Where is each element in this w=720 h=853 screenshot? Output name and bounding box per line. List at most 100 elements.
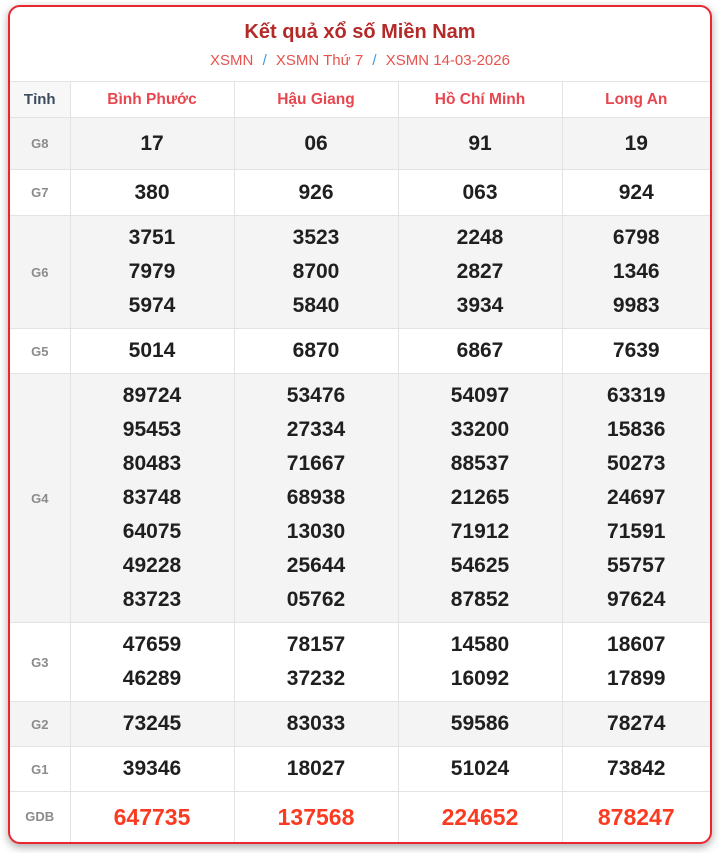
- prize-row-label: G6: [10, 215, 71, 329]
- prize-number: 78274: [607, 712, 666, 735]
- prize-cell: 39346: [69, 746, 235, 792]
- prize-row-g2: G2 73245 83033 59586 78274: [10, 701, 710, 747]
- prize-cell: 78274: [561, 701, 710, 747]
- prize-row-g5: G5 5014 6870 6867 7639: [10, 328, 710, 374]
- page-title: Kết quả xổ số Miền Nam: [244, 21, 476, 43]
- prize-number: 27334: [286, 418, 346, 441]
- prize-number: 95453: [122, 418, 182, 441]
- prize-cell: 17: [69, 117, 235, 170]
- prize-number: 18027: [286, 757, 346, 780]
- prize-number: 83723: [122, 588, 182, 611]
- breadcrumb-link-xsmn-date[interactable]: XSMN 14-03-2026: [385, 52, 510, 69]
- prize-cell: 54097 33200 88537 21265 71912 54625 8785…: [397, 373, 563, 623]
- prize-number: 19: [624, 131, 648, 155]
- prize-row-label: G2: [10, 701, 71, 747]
- prize-number: 5840: [292, 294, 340, 317]
- prize-number: 16092: [450, 667, 510, 690]
- prize-cell: 7639: [561, 328, 710, 374]
- prize-row-g3: G3 47659 46289 78157 37232 14580 16092 1…: [10, 622, 710, 702]
- prize-number: 39346: [122, 757, 182, 780]
- prize-row-g1: G1 39346 18027 51024 73842: [10, 746, 710, 792]
- prize-row-label: G3: [10, 622, 71, 702]
- prize-number: 46289: [122, 667, 182, 690]
- table-header-row: Tỉnh Bình Phước Hậu Giang Hồ Chí Minh Lo…: [10, 81, 710, 118]
- prize-cell: 73245: [69, 701, 235, 747]
- prize-number: 05762: [286, 588, 346, 611]
- prize-cell: 89724 95453 80483 83748 64075 49228 8372…: [69, 373, 235, 623]
- prize-number: 2248: [456, 226, 504, 249]
- results-table: Tỉnh Bình Phước Hậu Giang Hồ Chí Minh Lo…: [10, 81, 710, 842]
- prize-number: 50273: [607, 452, 666, 475]
- prize-number: 47659: [122, 633, 182, 656]
- breadcrumb-link-xsmn[interactable]: XSMN: [210, 52, 254, 69]
- special-prize-number: 878247: [597, 803, 675, 830]
- prize-number: 926: [298, 180, 334, 204]
- prize-number: 14580: [450, 633, 510, 656]
- province-link-binh-phuoc[interactable]: Bình Phước: [107, 90, 197, 108]
- prize-number: 380: [134, 180, 170, 204]
- prize-cell: 5014: [69, 328, 235, 374]
- prize-number: 21265: [450, 486, 510, 509]
- prize-row-g6: G6 3751 7979 5974 3523 8700 5840 2248 28…: [10, 215, 710, 329]
- province-link-ho-chi-minh[interactable]: Hồ Chí Minh: [434, 90, 526, 108]
- prize-cell: 14580 16092: [397, 622, 563, 702]
- prize-row-label: G7: [10, 169, 71, 216]
- prize-number: 55757: [607, 554, 666, 577]
- prize-row-g8: G8 17 06 91 19: [10, 117, 710, 170]
- prize-number: 78157: [286, 633, 346, 656]
- prize-cell: 6798 1346 9983: [561, 215, 710, 329]
- prize-number: 6798: [612, 226, 660, 249]
- prize-row-label: G4: [10, 373, 71, 623]
- prize-cell: 78157 37232: [233, 622, 399, 702]
- province-header-cell: Hậu Giang: [233, 81, 399, 118]
- prize-number: 54625: [450, 554, 510, 577]
- prize-number: 9983: [612, 294, 660, 317]
- prize-row-label: G1: [10, 746, 71, 792]
- prize-number: 1346: [612, 260, 660, 283]
- prize-cell: 06: [233, 117, 399, 170]
- prize-cell: 063: [397, 169, 563, 216]
- province-header-cell: Hồ Chí Minh: [397, 81, 563, 118]
- prize-cell: 224652: [397, 791, 563, 842]
- breadcrumb: XSMN / XSMN Thứ 7 / XSMN 14-03-2026: [10, 52, 710, 70]
- prize-number: 80483: [122, 452, 182, 475]
- prize-number: 25644: [286, 554, 346, 577]
- province-link-long-an[interactable]: Long An: [605, 90, 668, 108]
- province-link-hau-giang[interactable]: Hậu Giang: [277, 90, 355, 108]
- prize-cell: 6870: [233, 328, 399, 374]
- province-header-cell: Long An: [561, 81, 710, 118]
- breadcrumb-separator: /: [372, 52, 377, 69]
- prize-number: 54097: [450, 384, 510, 407]
- special-prize-number: 647735: [113, 803, 191, 830]
- breadcrumb-link-xsmn-thu-7[interactable]: XSMN Thứ 7: [275, 52, 364, 69]
- prize-number: 6867: [456, 339, 504, 362]
- prize-number: 53476: [286, 384, 346, 407]
- prize-cell: 59586: [397, 701, 563, 747]
- prize-number: 7639: [612, 339, 660, 362]
- prize-number: 73842: [607, 757, 666, 780]
- prize-number: 15836: [607, 418, 666, 441]
- prize-number: 7979: [128, 260, 176, 283]
- prize-cell: 63319 15836 50273 24697 71591 55757 9762…: [561, 373, 710, 623]
- prize-number: 37232: [286, 667, 346, 690]
- prize-cell: 137568: [233, 791, 399, 842]
- prize-cell: 19: [561, 117, 710, 170]
- prize-number: 89724: [122, 384, 182, 407]
- prize-row-g7: G7 380 926 063 924: [10, 169, 710, 216]
- prize-number: 91: [468, 131, 492, 155]
- prize-row-label: G5: [10, 328, 71, 374]
- prize-row-label: GDB: [10, 791, 71, 842]
- province-header-cell: Bình Phước: [69, 81, 235, 118]
- prize-cell: 3751 7979 5974: [69, 215, 235, 329]
- prize-cell: 18607 17899: [561, 622, 710, 702]
- prize-cell: 380: [69, 169, 235, 216]
- prize-cell: 47659 46289: [69, 622, 235, 702]
- prize-number: 63319: [607, 384, 666, 407]
- prize-cell: 18027: [233, 746, 399, 792]
- prize-cell: 2248 2827 3934: [397, 215, 563, 329]
- prize-number: 06: [304, 131, 328, 155]
- prize-number: 24697: [607, 486, 666, 509]
- prize-number: 063: [462, 180, 498, 204]
- prize-number: 83748: [122, 486, 182, 509]
- prize-number: 49228: [122, 554, 182, 577]
